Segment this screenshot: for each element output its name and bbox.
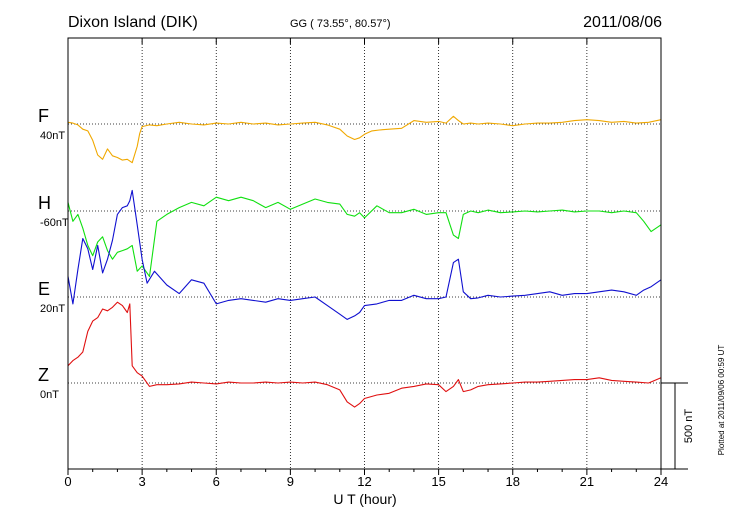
station-coords: GG ( 73.55°, 80.57°) [290, 18, 391, 30]
x-axis-ticks: 0 3 6 9 12 15 18 21 24 [64, 38, 668, 489]
x-tick-label: 21 [580, 474, 594, 489]
series-line-h [67, 196, 662, 277]
series-name-z: Z [38, 365, 49, 385]
series-line-z [67, 301, 662, 408]
series-baseline-e: 20nT [40, 303, 65, 315]
x-tick-label: 9 [287, 474, 294, 489]
series-labels: F 40nT H -60nT E 20nT Z 0nT [38, 106, 69, 401]
series-layer [67, 115, 662, 408]
x-tick-label: 6 [213, 474, 220, 489]
series-name-h: H [38, 193, 51, 213]
x-tick-label: 12 [357, 474, 371, 489]
x-tick-label: 24 [654, 474, 668, 489]
series-baseline-h: -60nT [40, 217, 69, 229]
series-baseline-f: 40nT [40, 130, 65, 142]
grid-lines [68, 38, 661, 469]
series-name-f: F [38, 106, 49, 126]
x-tick-label: 18 [506, 474, 520, 489]
plotted-at-note: Plotted at 2011/09/06 00:59 UT [717, 345, 726, 456]
x-tick-label: 15 [431, 474, 445, 489]
x-axis-label: U T (hour) [333, 491, 396, 507]
station-title: Dixon Island (DIK) [68, 14, 198, 31]
series-name-e: E [38, 279, 50, 299]
plot-date: 2011/08/06 [583, 14, 662, 31]
series-baseline-z: 0nT [40, 389, 59, 401]
series-line-f [67, 115, 662, 164]
scale-bar-label: 500 nT [683, 409, 695, 444]
x-tick-label: 3 [139, 474, 146, 489]
x-tick-label: 0 [64, 474, 71, 489]
scale-bar [661, 382, 688, 470]
series-line-e [67, 189, 662, 320]
